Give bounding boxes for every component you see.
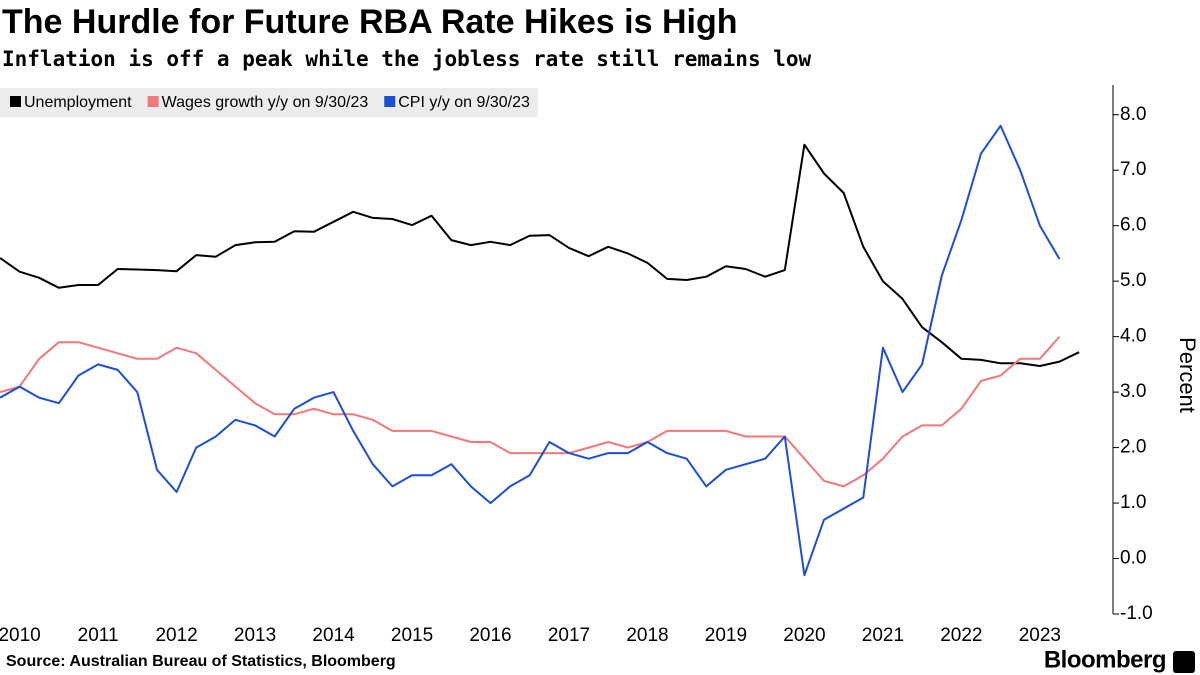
chart-subtitle: Inflation is off a peak while the jobles… [2,47,812,71]
x-tick-label: 2023 [1019,625,1061,646]
y-tick-label: 2.0 [1120,437,1146,458]
series-line [0,143,1080,367]
x-tick-label: 2014 [312,625,355,646]
x-tick-label: 2020 [783,625,825,646]
series-line [0,335,1061,488]
x-tick-label: 2015 [391,625,433,646]
brand-icon [1173,651,1195,673]
y-tick-label: 0.0 [1120,548,1146,569]
legend-swatch [147,96,159,107]
x-tick-label: 2010 [0,625,41,646]
legend-background [0,88,538,117]
x-tick-label: 2021 [862,625,904,646]
x-tick-label: 2013 [234,625,276,646]
series-line [0,124,1061,577]
legend-label: Unemployment [24,94,132,111]
y-tick-label: 6.0 [1120,215,1146,236]
x-tick-label: 2022 [940,625,982,646]
x-tick-label: 2011 [78,625,119,646]
legend-label: CPI y/y on 9/30/23 [398,94,530,111]
y-tick-label: 7.0 [1120,159,1146,180]
x-tick-label: 2018 [626,625,668,646]
legend-swatch [384,96,396,107]
y-tick-label: 1.0 [1120,492,1146,513]
x-tick-label: 2019 [705,625,747,646]
brand: Bloomberg [1044,646,1166,673]
y-tick-label: -1.0 [1120,603,1153,624]
y-tick-label: 8.0 [1120,104,1146,125]
legend-swatch [10,96,21,107]
x-tick-label: 2016 [469,625,511,646]
source: Source: Australian Bureau of Statistics,… [6,653,396,670]
x-tick-label: 2012 [155,625,197,646]
x-tick-label: 2017 [548,625,590,646]
y-tick-label: 3.0 [1120,381,1146,402]
y-tick-label: 5.0 [1120,270,1146,291]
y-axis-label: Percent [1175,337,1200,413]
chart-title: The Hurdle for Future RBA Rate Hikes is … [2,3,738,41]
legend-label: Wages growth y/y on 9/30/23 [162,94,369,111]
y-tick-label: 4.0 [1120,326,1146,347]
